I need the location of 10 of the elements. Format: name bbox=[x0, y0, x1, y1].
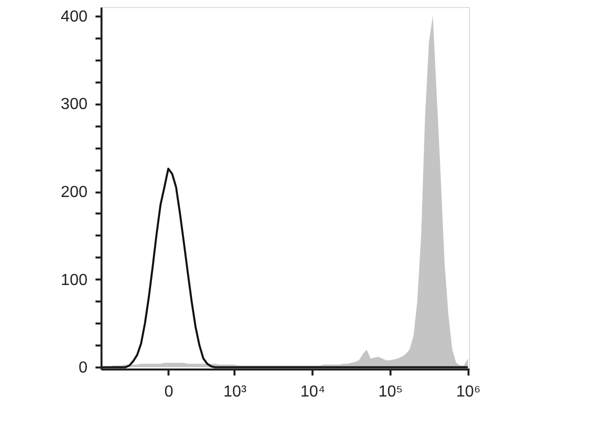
y-tick-label: 100 bbox=[60, 272, 88, 289]
x-tick-label: 10⁵ bbox=[378, 384, 403, 400]
x-tick-label: 10⁴ bbox=[300, 384, 326, 400]
x-tick-label: 0 bbox=[164, 384, 174, 400]
x-tick-label: 10³ bbox=[223, 384, 248, 400]
y-tick-label: 200 bbox=[60, 184, 88, 202]
y-tick-label: 300 bbox=[60, 96, 88, 114]
y-tick-label: 0 bbox=[78, 360, 88, 377]
x-tick-label: 10⁶ bbox=[456, 384, 481, 400]
y-tick-label: 400 bbox=[60, 8, 88, 26]
